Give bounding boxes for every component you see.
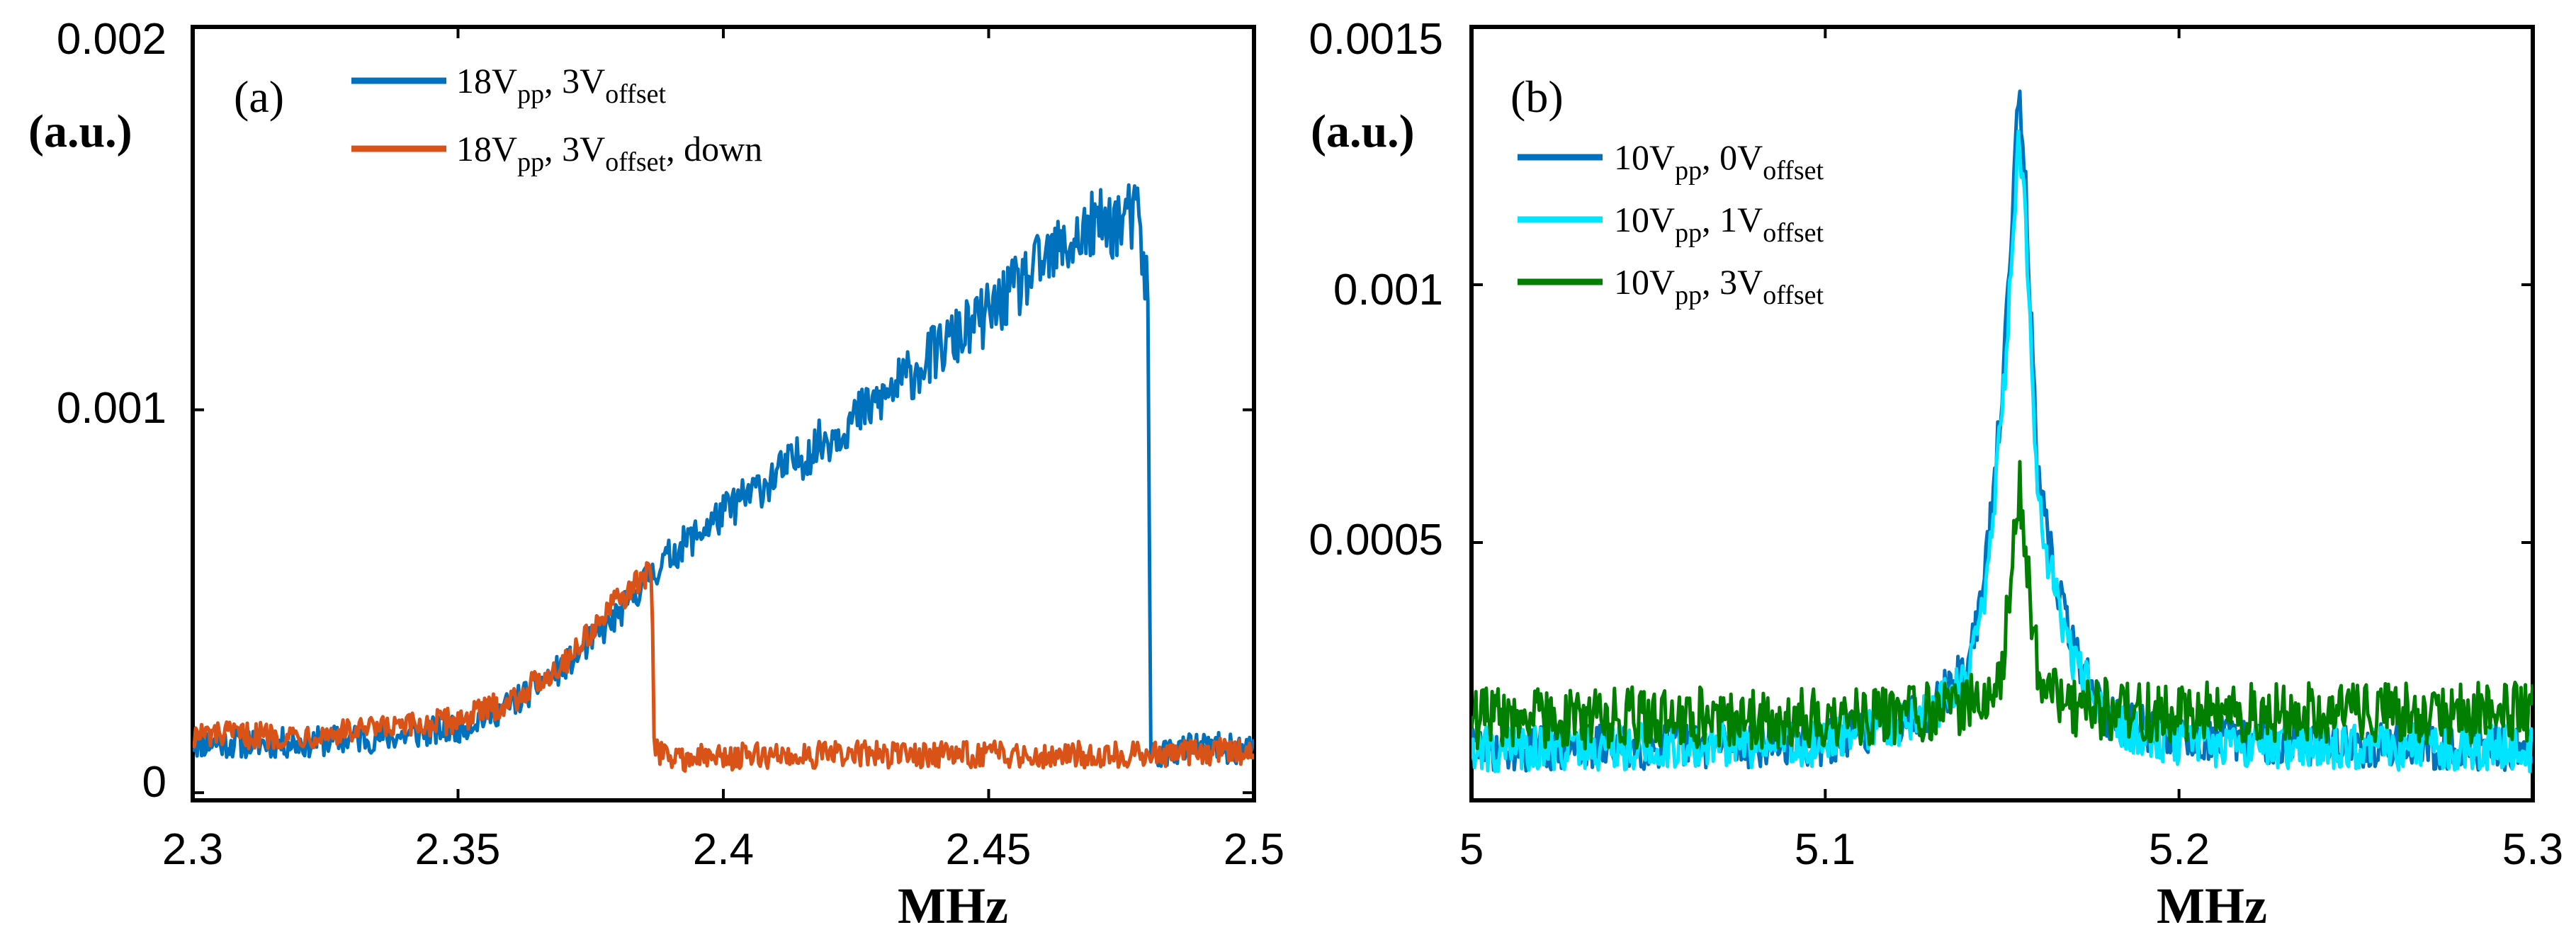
series-line-0	[193, 183, 1254, 768]
x-tick-label-0: 5	[1459, 825, 1484, 874]
x-tick-label-1: 2.35	[415, 825, 501, 874]
x-axis-label: MHz	[2157, 878, 2267, 934]
y-tick-label-1: 0.001	[57, 384, 166, 433]
y-axis-label: (a.u.)	[1311, 106, 1415, 157]
legend: 18Vpp, 3Voffset 18Vpp, 3Voffset, down	[351, 61, 762, 177]
y-tick-label-1: 0.001	[1333, 266, 1443, 314]
legend-label-2: 10Vpp, 3Voffset	[1614, 262, 1824, 310]
plot-area-frame	[191, 25, 1256, 802]
series-line-1	[193, 561, 1254, 773]
x-tick-label-2: 5.2	[2149, 825, 2210, 874]
y-axis-label: (a.u.)	[28, 106, 132, 157]
x-tick-label-4: 2.5	[1224, 825, 1284, 874]
legend-label-0: 18Vpp, 3Voffset	[456, 61, 666, 109]
y-tick-label-0: 0	[142, 758, 166, 807]
tick-marks	[191, 25, 1255, 800]
series-group	[193, 183, 1254, 773]
legend-label-0: 10Vpp, 0Voffset	[1614, 137, 1824, 186]
y-tick-label-2: 0.002	[57, 15, 166, 64]
x-tick-label-3: 2.45	[946, 825, 1032, 874]
y-tick-label-0: 0.0005	[1309, 516, 1443, 564]
legend-label-1: 18Vpp, 3Voffset, down	[456, 129, 762, 177]
series-line-2	[1471, 460, 2533, 751]
series-group	[1471, 89, 2533, 773]
legend: 10Vpp, 0Voffset 10Vpp, 1Voffset 10Vpp, 3…	[1518, 137, 1824, 310]
tick-marks	[1470, 25, 2534, 800]
legend-label-1: 10Vpp, 1Voffset	[1614, 200, 1824, 248]
x-tick-label-3: 5.3	[2502, 825, 2563, 874]
x-tick-label-2: 2.4	[693, 825, 754, 874]
x-tick-label-1: 5.1	[1795, 825, 1855, 874]
panel-b-chart: 0.0005 0.001 0.0015 5 5.1 5.2 5.3 (a.u.)…	[1309, 15, 2563, 934]
panel-label: (b)	[1510, 72, 1564, 122]
x-tick-label-0: 2.3	[162, 825, 223, 874]
panel-label: (a)	[234, 72, 284, 122]
x-axis-label: MHz	[898, 878, 1008, 934]
y-tick-label-2: 0.0015	[1309, 15, 1443, 64]
panel-a-chart: 0 0.001 0.002 2.3 2.35 2.4 2.45 2.5 (a.u…	[28, 15, 1284, 934]
